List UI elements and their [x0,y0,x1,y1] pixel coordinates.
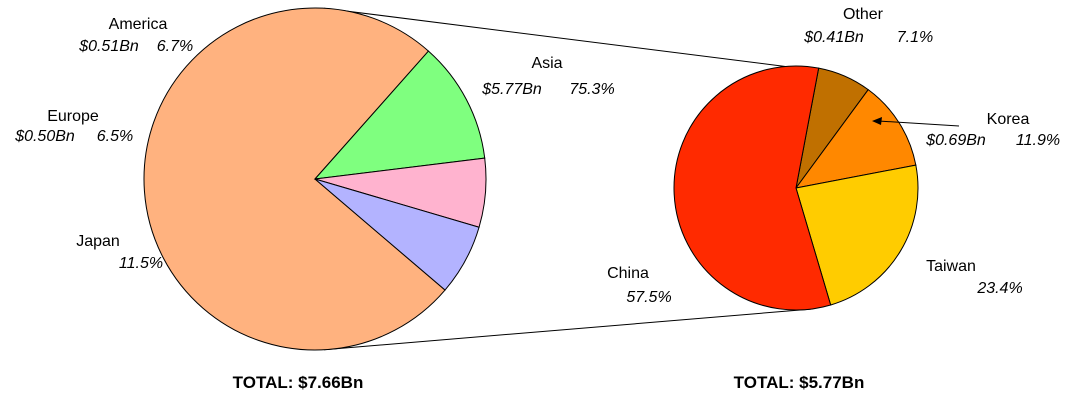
slice-label-america-pct: 6.7% [157,38,193,55]
slice-label-asia-pct: 75.3% [569,81,614,98]
region-pie [143,7,487,351]
slice-label-europe-name: Europe [47,108,99,125]
slice-label-china-name: China [607,265,649,282]
korea-leader-line [877,120,960,127]
connector-line-top [323,7,786,67]
connector-lines [323,7,811,351]
slice-label-other-value: $0.41Bn [803,29,864,46]
slice-label-europe-pct: 6.5% [97,128,133,145]
slice-label-japan-name: Japan [76,233,120,250]
slice-label-europe-value: $0.50Bn [14,128,75,145]
slice-label-asia-name: Asia [531,55,562,72]
slice-label-taiwan-name: Taiwan [926,258,976,275]
slice-label-america-name: America [109,16,168,33]
slice-label-asia-value: $5.77Bn [481,81,542,98]
right-total-label: TOTAL: $5.77Bn [734,373,865,392]
slice-label-other-pct: 7.1% [897,29,933,46]
slice-label-korea-name: Korea [987,111,1030,128]
asia-breakdown-pie [673,65,919,311]
korea-leader-arrowhead [872,117,882,125]
slice-label-america-value: $0.51Bn [78,38,139,55]
pie-slice-japan [313,50,486,180]
slice-label-korea-value: $0.69Bn [925,132,986,149]
pie-slice-america [314,178,480,291]
connector-line-bottom [323,308,811,351]
pie-slice-asia [143,7,446,351]
pie-slice-korea [794,88,917,189]
slice-label-other-name: Other [843,6,884,23]
slice-label-korea-pct: 11.9% [1016,132,1060,149]
pie-slice-taiwan [795,164,919,306]
slice-label-china-pct: 57.5% [626,289,671,306]
slice-label-taiwan-pct: 23.4% [976,280,1022,297]
pie-slice-china [673,65,832,311]
left-total-label: TOTAL: $7.66Bn [233,373,364,392]
slice-label-japan-pct: 11.5% [119,255,163,272]
